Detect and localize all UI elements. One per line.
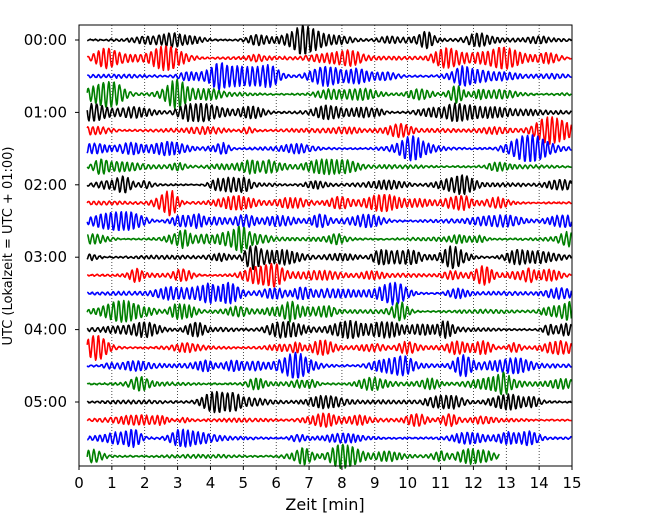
x-tick-label: 11: [431, 474, 450, 492]
trace-line: [86, 281, 573, 306]
trace-line: [86, 299, 573, 323]
trace-line: [86, 390, 572, 414]
y-tick-label: 05:00: [24, 393, 67, 411]
x-tick-label: 13: [497, 474, 516, 492]
trace-line: [86, 116, 573, 145]
trace-line: [87, 428, 573, 449]
trace-line: [86, 102, 572, 123]
x-tick-label: 5: [239, 474, 249, 492]
y-tick-label: 03:00: [24, 248, 67, 266]
trace-line: [86, 134, 572, 162]
trace-line: [86, 335, 573, 361]
trace-line: [86, 320, 572, 340]
trace-line: [86, 190, 572, 217]
trace-line: [86, 211, 573, 232]
trace-line: [86, 371, 573, 396]
y-tick-label: 02:00: [24, 176, 67, 194]
y-tick-label: 01:00: [24, 103, 67, 121]
y-tick-label: 04:00: [24, 321, 67, 339]
x-tick-label: 9: [370, 474, 380, 492]
y-axis-label: UTC (Lokalzeit = UTC + 01:00): [1, 147, 16, 346]
x-tick-label: 12: [464, 474, 483, 492]
x-tick-label: 7: [304, 474, 314, 492]
x-tick-label: 14: [530, 474, 549, 492]
y-tick-label: 00:00: [24, 31, 67, 49]
y-axis-ticks: 00:00 01:00 02:00 03:00 04:00 05:00: [24, 31, 79, 411]
x-tick-label: 0: [74, 474, 84, 492]
x-tick-label: 6: [271, 474, 281, 492]
trace-line: [86, 174, 573, 196]
x-tick-label: 10: [398, 474, 417, 492]
x-axis-ticks: 0 1 2 3 4 5 6 7 8 9 10 11 12 13 14 15: [74, 466, 582, 492]
x-tick-label: 4: [206, 474, 216, 492]
trace-line: [86, 443, 501, 470]
trace-line: [86, 412, 572, 428]
plot-frame: [78, 24, 573, 467]
x-tick-label: 8: [337, 474, 347, 492]
trace-line: [87, 225, 573, 254]
trace-line: [86, 262, 572, 288]
x-tick-label: 3: [173, 474, 183, 492]
x-tick-label: 15: [562, 474, 581, 492]
trace-line: [86, 24, 573, 55]
trace-line: [86, 78, 572, 110]
trace-line: [86, 158, 572, 176]
trace-line: [86, 351, 573, 379]
trace-line: [86, 245, 573, 271]
trace-series-group: [86, 24, 573, 470]
trace-line: [86, 45, 572, 72]
x-axis-label: Zeit [min]: [285, 495, 364, 514]
trace-line: [87, 62, 572, 91]
x-tick-label: 1: [107, 474, 117, 492]
x-tick-label: 2: [140, 474, 150, 492]
